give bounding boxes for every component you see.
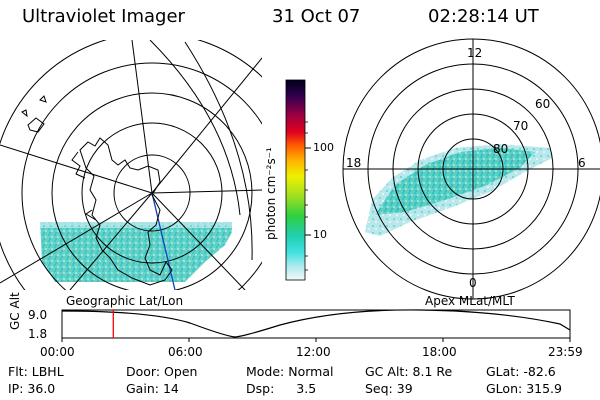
info-ip: IP: 36.0 — [8, 381, 56, 396]
info-seq: Seq: 39 — [365, 381, 413, 396]
colorbar-tick-100: 100 — [313, 141, 334, 154]
timeline-ylabel: GC Alt — [8, 292, 22, 330]
lat-label-80: 80 — [493, 142, 509, 156]
altitude-curve — [61, 309, 571, 338]
timeline-ytick-bottom: 1.8 — [28, 327, 48, 341]
app-title: Ultraviolet Imager — [22, 6, 185, 27]
timeline-xtick-1800: 18:00 — [422, 345, 457, 359]
mlt-label-6: 6 — [578, 156, 586, 170]
info-mode: Mode: Normal — [246, 364, 334, 379]
mlt-label-0: 0 — [469, 276, 477, 290]
timeline-xtick-0600: 06:00 — [168, 345, 203, 359]
info-gc-alt: GC Alt: 8.1 Re — [365, 364, 453, 379]
date-label: 31 Oct 07 — [272, 6, 361, 27]
timeline-xtick-2359: 23:59 — [548, 345, 583, 359]
timeline-xtick-1200: 12:00 — [296, 345, 331, 359]
info-dsp: Dsp: 3.5 — [246, 381, 317, 396]
antarctica-coastline — [79, 137, 173, 286]
lat-label-60: 60 — [535, 97, 551, 111]
info-gain: Gain: 14 — [126, 381, 179, 396]
info-glon: GLon: 315.9 — [486, 381, 562, 396]
timeline-ytick-top: 9.0 — [28, 308, 48, 322]
info-glat: GLat: -82.6 — [486, 364, 556, 379]
aurora-band-left — [40, 222, 232, 282]
time-label: 02:28:14 UT — [428, 6, 539, 27]
info-flt: Flt: LBHL — [8, 364, 64, 379]
mlt-label-12: 12 — [467, 46, 483, 60]
left-map-caption: Geographic Lat/Lon — [66, 294, 184, 308]
info-door: Door: Open — [126, 364, 198, 379]
lat-label-70: 70 — [513, 119, 529, 133]
right-map-caption: Apex MLat/MLT — [425, 294, 515, 308]
mlt-label-18: 18 — [346, 156, 362, 170]
timeline-xtick-0000: 00:00 — [40, 345, 75, 359]
colorbar-tick-10: 10 — [313, 228, 327, 241]
